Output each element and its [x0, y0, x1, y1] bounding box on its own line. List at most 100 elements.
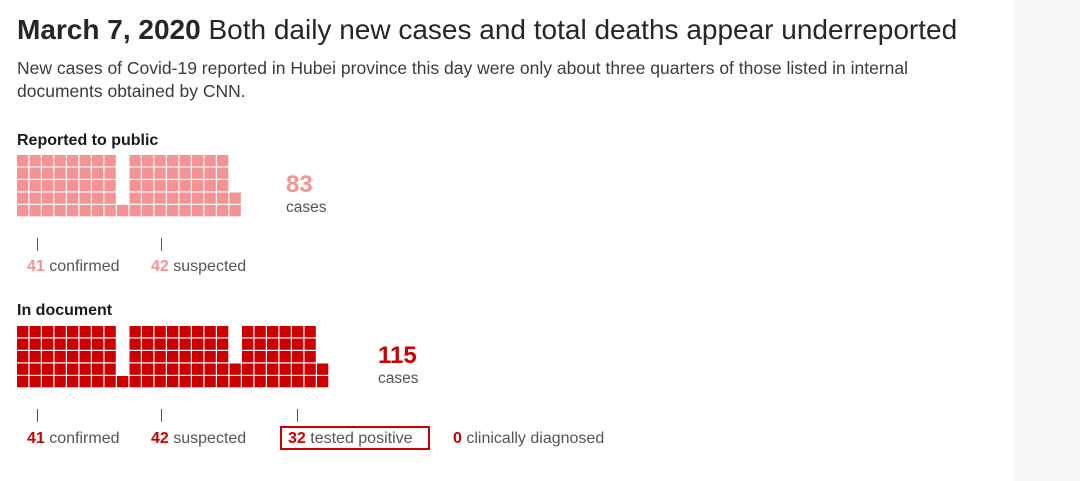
- waffle-cell-suspected: [154, 180, 166, 192]
- waffle-cell-suspected: [154, 338, 166, 350]
- waffle-cell-suspected: [129, 205, 141, 217]
- waffle-cell-confirmed: [92, 376, 104, 388]
- waffle-cell-suspected: [154, 167, 166, 179]
- waffle-cell-confirmed: [54, 180, 66, 192]
- document-suspected-value: 42: [151, 430, 169, 447]
- public-suspected-label: 42 suspected: [151, 257, 246, 277]
- waffle-cell-confirmed: [67, 376, 79, 388]
- waffle-cell-confirmed: [17, 376, 29, 388]
- waffle-cell-suspected: [192, 338, 204, 350]
- document-confirmed-name: confirmed: [49, 430, 120, 447]
- waffle-cell-confirmed: [42, 363, 54, 375]
- waffle-cell-suspected: [154, 376, 166, 388]
- waffle-cell-suspected: [129, 351, 141, 363]
- waffle-cell-confirmed: [29, 192, 41, 204]
- waffle-cell-suspected: [167, 363, 179, 375]
- document-clinically-diagnosed-value: 0: [453, 430, 462, 447]
- waffle-cell-confirmed: [117, 205, 129, 217]
- waffle-cell-confirmed: [29, 363, 41, 375]
- waffle-cell-suspected: [204, 376, 216, 388]
- waffle-cell-confirmed: [67, 167, 79, 179]
- waffle-cell-confirmed: [79, 192, 91, 204]
- waffle-cell-suspected: [179, 376, 191, 388]
- waffle-cell-confirmed: [92, 155, 104, 167]
- waffle-cell-confirmed: [92, 205, 104, 217]
- waffle-cell-confirmed: [54, 155, 66, 167]
- waffle-cell-confirmed: [29, 338, 41, 350]
- waffle-cell-suspected: [167, 351, 179, 363]
- waffle-cell-confirmed: [42, 167, 54, 179]
- waffle-cell-tested-positive: [254, 326, 266, 338]
- waffle-cell-tested-positive: [242, 363, 254, 375]
- waffle-cell-confirmed: [17, 180, 29, 192]
- waffle-cell-confirmed: [42, 376, 54, 388]
- waffle-cell-confirmed: [42, 205, 54, 217]
- waffle-cell-tested-positive: [267, 376, 279, 388]
- waffle-cell-tested-positive: [242, 376, 254, 388]
- waffle-cell-suspected: [179, 326, 191, 338]
- headline-text: Both daily new cases and total deaths ap…: [208, 14, 958, 45]
- waffle-cell-tested-positive: [292, 363, 304, 375]
- document-total-unit: cases: [378, 370, 419, 387]
- waffle-cell-suspected: [129, 167, 141, 179]
- waffle-cell-suspected: [217, 205, 229, 217]
- waffle-cell-tested-positive: [317, 363, 329, 375]
- public-total-value: 83: [286, 171, 313, 198]
- waffle-cell-tested-positive: [267, 326, 279, 338]
- public-confirmed-name: confirmed: [49, 258, 120, 275]
- waffle-cell-suspected: [129, 326, 141, 338]
- waffle-cell-suspected: [204, 351, 216, 363]
- waffle-cell-suspected: [192, 363, 204, 375]
- waffle-cell-confirmed: [67, 363, 79, 375]
- waffle-cell-confirmed: [67, 205, 79, 217]
- waffle-cell-confirmed: [17, 167, 29, 179]
- waffle-cell-tested-positive: [254, 351, 266, 363]
- waffle-cell-suspected: [167, 205, 179, 217]
- headline-date: March 7, 2020: [17, 14, 201, 45]
- waffle-cell-suspected: [229, 205, 241, 217]
- waffle-cell-suspected: [192, 155, 204, 167]
- document-confirmed-value: 41: [27, 430, 45, 447]
- waffle-cell-tested-positive: [254, 376, 266, 388]
- waffle-cell-suspected: [142, 363, 154, 375]
- waffle-cell-tested-positive: [292, 376, 304, 388]
- waffle-cell-suspected: [217, 363, 229, 375]
- waffle-cell-suspected: [192, 167, 204, 179]
- waffle-cell-confirmed: [79, 180, 91, 192]
- page-edge-panel: [1014, 0, 1080, 481]
- document-clinically-diagnosed-name: clinically diagnosed: [466, 430, 605, 447]
- waffle-cell-confirmed: [42, 326, 54, 338]
- waffle-cell-confirmed: [29, 180, 41, 192]
- waffle-cell-suspected: [129, 363, 141, 375]
- waffle-cell-suspected: [217, 326, 229, 338]
- waffle-cell-suspected: [142, 192, 154, 204]
- waffle-cell-tested-positive: [317, 376, 329, 388]
- waffle-cell-suspected: [217, 192, 229, 204]
- waffle-cell-suspected: [142, 205, 154, 217]
- waffle-cell-tested-positive: [292, 351, 304, 363]
- waffle-cell-confirmed: [92, 167, 104, 179]
- waffle-cell-suspected: [192, 351, 204, 363]
- document-confirmed-label: 41 confirmed: [27, 429, 120, 449]
- waffle-cell-confirmed: [29, 376, 41, 388]
- waffle-cell-tested-positive: [304, 376, 316, 388]
- waffle-cell-suspected: [192, 326, 204, 338]
- waffle-cell-confirmed: [92, 338, 104, 350]
- document-clinically-diagnosed-label: 0 clinically diagnosed: [453, 429, 604, 449]
- waffle-cell-suspected: [192, 192, 204, 204]
- waffle-cell-suspected: [179, 351, 191, 363]
- waffle-cell-confirmed: [67, 155, 79, 167]
- waffle-cell-suspected: [142, 167, 154, 179]
- waffle-cell-confirmed: [17, 155, 29, 167]
- waffle-cell-confirmed: [42, 155, 54, 167]
- waffle-cell-confirmed: [29, 351, 41, 363]
- waffle-cell-confirmed: [104, 155, 116, 167]
- waffle-cell-tested-positive: [279, 363, 291, 375]
- waffle-cell-confirmed: [54, 167, 66, 179]
- waffle-cell-confirmed: [104, 326, 116, 338]
- waffle-cell-suspected: [179, 167, 191, 179]
- waffle-cell-confirmed: [29, 167, 41, 179]
- waffle-cell-confirmed: [117, 376, 129, 388]
- section-label-public: Reported to public: [17, 132, 159, 149]
- document-total-value: 115: [378, 342, 417, 369]
